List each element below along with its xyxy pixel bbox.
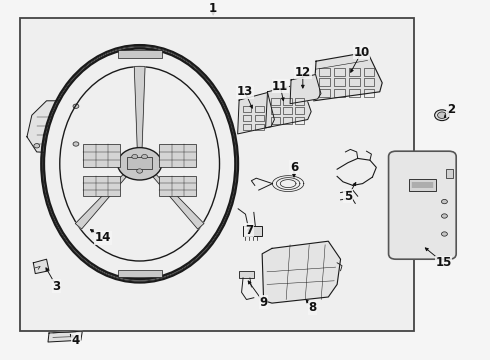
Polygon shape — [75, 168, 132, 229]
Bar — [349, 78, 360, 86]
Polygon shape — [266, 84, 311, 128]
Ellipse shape — [142, 154, 147, 159]
Text: 3: 3 — [52, 280, 60, 293]
Text: 15: 15 — [435, 256, 452, 269]
Ellipse shape — [44, 49, 235, 279]
Ellipse shape — [73, 104, 79, 108]
Bar — [364, 68, 374, 76]
Polygon shape — [290, 75, 321, 104]
Bar — [243, 124, 251, 130]
Polygon shape — [134, 67, 145, 155]
Bar — [159, 144, 196, 167]
Bar — [243, 115, 251, 121]
Bar — [239, 271, 254, 278]
FancyBboxPatch shape — [389, 151, 456, 259]
Bar — [364, 89, 374, 97]
Bar — [127, 157, 152, 169]
Bar — [83, 144, 120, 167]
Bar — [283, 107, 292, 114]
Bar — [83, 176, 120, 196]
Bar — [295, 117, 304, 124]
Polygon shape — [66, 151, 79, 163]
Bar — [295, 98, 304, 105]
Bar — [334, 78, 345, 86]
Polygon shape — [27, 101, 81, 153]
Text: 5: 5 — [344, 190, 352, 203]
Text: 2: 2 — [447, 103, 455, 116]
Ellipse shape — [441, 199, 447, 204]
Bar — [118, 270, 162, 277]
Bar — [319, 89, 330, 97]
Ellipse shape — [435, 110, 449, 121]
Bar — [319, 68, 330, 76]
Text: 4: 4 — [72, 334, 80, 347]
Bar — [243, 226, 262, 236]
Ellipse shape — [438, 112, 446, 118]
Bar — [20, 18, 414, 331]
Ellipse shape — [137, 169, 143, 173]
Bar — [255, 124, 264, 130]
Bar — [349, 68, 360, 76]
Bar — [334, 89, 345, 97]
Polygon shape — [314, 52, 382, 101]
Ellipse shape — [441, 232, 447, 236]
Bar — [255, 115, 264, 121]
Ellipse shape — [118, 148, 162, 180]
Polygon shape — [48, 331, 82, 342]
Bar — [283, 117, 292, 124]
Polygon shape — [238, 93, 274, 134]
Bar — [334, 68, 345, 76]
Bar — [271, 117, 280, 124]
Bar — [255, 106, 264, 112]
Text: 9: 9 — [260, 296, 268, 309]
Polygon shape — [147, 168, 204, 229]
Bar — [159, 176, 196, 196]
Bar — [446, 169, 453, 178]
Bar — [319, 78, 330, 86]
Text: 10: 10 — [353, 46, 370, 59]
Ellipse shape — [34, 144, 40, 148]
Text: 14: 14 — [95, 231, 111, 244]
Bar — [118, 50, 162, 58]
Bar — [409, 179, 436, 191]
Text: 13: 13 — [237, 85, 253, 98]
Text: 12: 12 — [294, 66, 311, 78]
Bar — [349, 89, 360, 97]
Ellipse shape — [41, 45, 238, 283]
Ellipse shape — [132, 154, 138, 159]
Polygon shape — [33, 259, 49, 274]
Bar — [283, 98, 292, 105]
Text: 6: 6 — [290, 161, 298, 174]
Bar — [295, 107, 304, 114]
Polygon shape — [262, 241, 341, 303]
Text: 7: 7 — [245, 224, 253, 237]
Bar — [364, 78, 374, 86]
Bar — [271, 107, 280, 114]
Ellipse shape — [441, 214, 447, 218]
Bar — [271, 98, 280, 105]
Text: 8: 8 — [309, 301, 317, 314]
Bar — [243, 106, 251, 112]
Ellipse shape — [73, 142, 79, 146]
Text: 1: 1 — [209, 3, 217, 15]
Text: 11: 11 — [272, 80, 289, 93]
